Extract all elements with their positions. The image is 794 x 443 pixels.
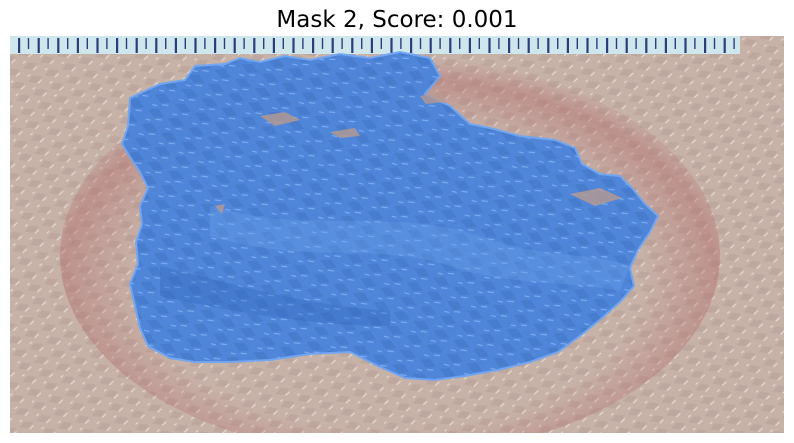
ruler: [10, 36, 740, 54]
segmentation-image: [10, 36, 784, 433]
wound-mask: [120, 50, 660, 382]
figure-title: Mask 2, Score: 0.001: [276, 7, 518, 33]
